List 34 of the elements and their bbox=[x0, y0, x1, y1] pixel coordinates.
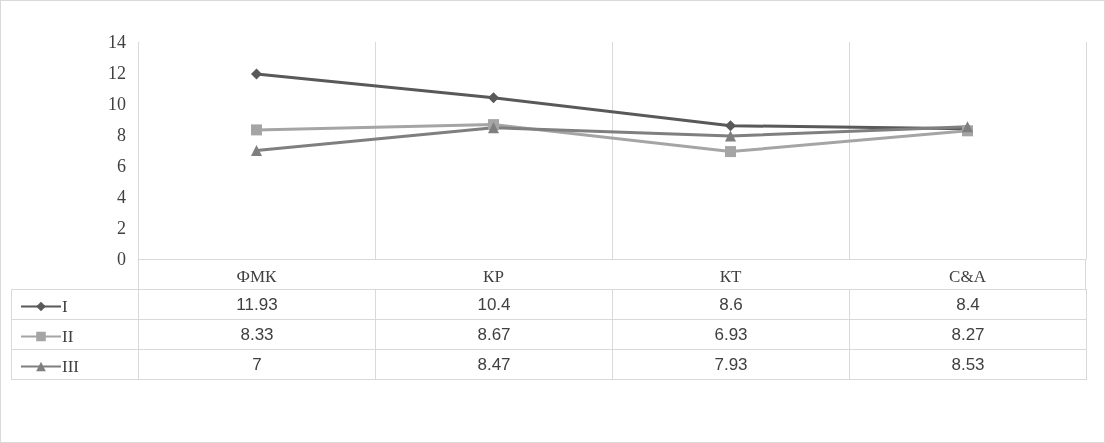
data-label: 8.53 bbox=[849, 349, 1087, 380]
data-label: 8.4 bbox=[849, 289, 1087, 320]
point bbox=[725, 130, 736, 142]
y-tick-label: 12 bbox=[108, 63, 126, 83]
data-label: 8.33 bbox=[138, 319, 376, 350]
data-label: 10.4 bbox=[375, 289, 613, 320]
x-tick-label: ФМК bbox=[236, 267, 278, 286]
y-tick-label: 6 bbox=[117, 156, 126, 176]
x-tick-label: КР bbox=[483, 267, 504, 286]
point bbox=[251, 145, 262, 156]
data-label: 8.27 bbox=[849, 319, 1087, 350]
legend-label: II bbox=[62, 327, 74, 346]
legend-label: I bbox=[62, 297, 68, 316]
data-label: 8.67 bbox=[375, 319, 613, 350]
point bbox=[725, 146, 736, 158]
data-label: 8.6 bbox=[612, 289, 850, 320]
legend-label: III bbox=[62, 357, 80, 376]
y-tick-label: 14 bbox=[108, 32, 126, 52]
point bbox=[251, 124, 262, 136]
data-label: 8.47 bbox=[375, 349, 613, 380]
point bbox=[251, 68, 262, 80]
point bbox=[488, 92, 499, 104]
x-tick-label: КТ bbox=[719, 267, 742, 286]
data-label: 7 bbox=[138, 349, 376, 380]
y-tick-label: 2 bbox=[117, 218, 126, 238]
data-label: 6.93 bbox=[612, 319, 850, 350]
point bbox=[725, 120, 736, 132]
y-tick-label: 4 bbox=[117, 187, 126, 207]
y-tick-label: 10 bbox=[108, 94, 126, 114]
y-tick-label: 8 bbox=[117, 125, 126, 145]
data-label: 11.93 bbox=[138, 289, 376, 320]
data-label: 7.93 bbox=[612, 349, 850, 380]
y-tick-label: 0 bbox=[117, 249, 126, 269]
x-tick-label: C&A bbox=[949, 267, 987, 286]
